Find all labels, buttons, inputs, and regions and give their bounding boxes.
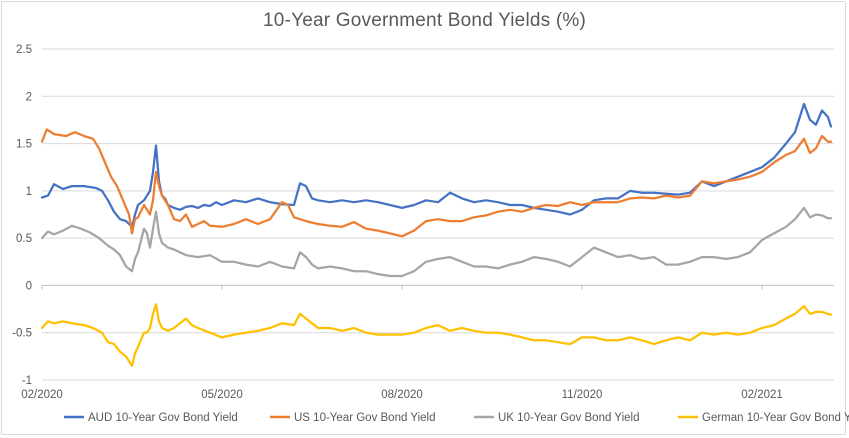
series-line-1 [40, 128, 833, 238]
legend: AUD 10-Year Gov Bond Yield US 10-Year Gov… [64, 412, 849, 424]
series-line-3 [40, 303, 833, 367]
x-tick-label: 11/2020 [562, 389, 603, 401]
y-axis-tick-labels: -1 -0.5 0 0.5 1 1.5 2 2.5 [12, 44, 32, 387]
y-tick-label: 1 [26, 186, 32, 198]
legend-label: German 10-Year Gov Bond Yield [702, 412, 849, 424]
y-tick-label: -0.5 [12, 328, 32, 340]
x-tick-label: 02/2020 [21, 389, 63, 401]
x-axis-tick-labels: 02/2020 05/2020 08/2020 11/2020 02/2021 [21, 285, 783, 401]
chart-title: 10-Year Government Bond Yields (%) [263, 10, 586, 31]
legend-label: AUD 10-Year Gov Bond Yield [88, 412, 238, 424]
series-line-2 [40, 206, 833, 278]
y-tick-label: 1.5 [16, 139, 32, 151]
x-tick-label: 05/2020 [201, 389, 243, 401]
series-line-0 [40, 102, 833, 228]
x-tick-label: 02/2021 [741, 389, 783, 401]
x-tick-label: 08/2020 [381, 389, 423, 401]
legend-label: US 10-Year Gov Bond Yield [294, 412, 436, 424]
y-tick-label: 0 [26, 280, 32, 292]
legend-label: UK 10-Year Gov Bond Yield [498, 412, 640, 424]
y-tick-label: -1 [22, 375, 32, 387]
grid-lines [42, 48, 834, 381]
y-tick-label: 2.5 [16, 44, 32, 56]
series-lines [40, 102, 833, 367]
y-tick-label: 2 [26, 91, 32, 103]
y-tick-label: 0.5 [16, 233, 32, 245]
